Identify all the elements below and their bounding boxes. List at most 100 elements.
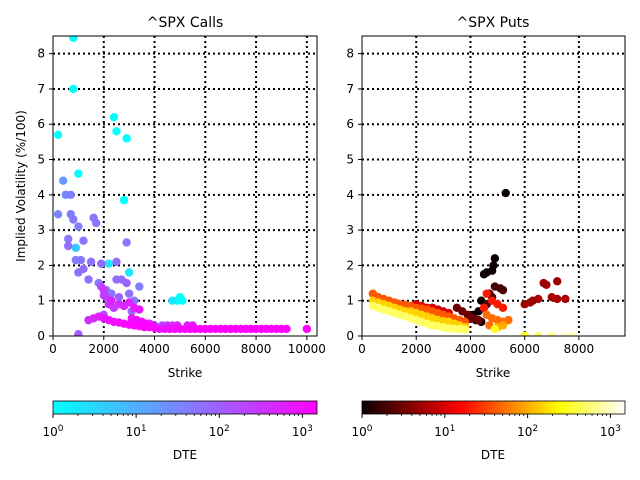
calls-point <box>53 130 63 140</box>
puts-points <box>368 188 578 336</box>
puts-point <box>547 331 556 336</box>
calls-point <box>112 257 121 267</box>
calls-point <box>99 285 108 295</box>
calls-plot-frame <box>52 35 318 337</box>
puts-xtick-label: 4000 <box>455 342 486 356</box>
calls-point <box>122 134 131 143</box>
calls-point <box>53 210 63 219</box>
calls-point <box>114 292 124 302</box>
puts-ytick-label: 6 <box>346 117 354 131</box>
calls-ytick-label: 1 <box>37 294 45 308</box>
calls-point <box>86 257 96 267</box>
calls-point <box>64 241 73 251</box>
puts-point <box>561 331 570 336</box>
puts-colorbar-ticks: 100 101 102 103 <box>351 414 621 439</box>
calls-point <box>74 222 83 231</box>
calls-ytick-label: 2 <box>37 258 45 272</box>
puts-colorbar-tick-label: 100 <box>351 424 372 439</box>
calls-colorbar-label: DTE <box>173 448 197 462</box>
calls-point <box>119 195 129 205</box>
calls-xtick-label: 2000 <box>88 342 119 356</box>
calls-point <box>124 289 134 298</box>
calls-point <box>135 305 144 314</box>
puts-ytick-label: 1 <box>346 294 354 308</box>
puts-point <box>479 303 489 312</box>
calls-point <box>91 218 101 228</box>
calls-point <box>302 324 312 334</box>
puts-point <box>534 294 543 304</box>
puts-ytick-label: 3 <box>346 223 354 237</box>
calls-point <box>168 296 177 305</box>
puts-ytick-label: 8 <box>346 47 354 61</box>
puts-point <box>479 270 489 279</box>
puts-x-label: Strike <box>476 366 511 380</box>
puts-xtick-label: 6000 <box>509 342 540 356</box>
puts-point <box>520 331 529 336</box>
puts-x-axis: 0 2000 4000 6000 8000 <box>358 336 594 356</box>
calls-point <box>124 298 134 307</box>
calls-point <box>74 169 83 178</box>
puts-ytick-label: 2 <box>346 258 354 272</box>
calls-ytick-label: 0 <box>37 329 45 343</box>
calls-ytick-label: 8 <box>37 47 45 61</box>
calls-ytick-label: 5 <box>37 153 45 167</box>
calls-point <box>74 330 83 336</box>
calls-ytick-label: 4 <box>37 188 45 202</box>
calls-point <box>178 296 187 305</box>
calls-point <box>109 112 119 122</box>
calls-ytick-label: 7 <box>37 82 45 96</box>
puts-point <box>490 324 500 334</box>
puts-colorbar: 100 101 102 103 DTE <box>351 400 626 462</box>
calls-point <box>58 176 68 185</box>
puts-point <box>460 325 470 334</box>
calls-point <box>122 238 131 247</box>
puts-xtick-label: 0 <box>358 342 366 356</box>
calls-ytick-label: 6 <box>37 117 45 131</box>
calls-y-axis: 0 1 2 3 4 5 6 7 8 <box>37 47 53 343</box>
calls-colorbar-tick-label: 102 <box>209 424 230 439</box>
puts-colorbar-gradient <box>361 400 626 415</box>
puts-point <box>553 277 562 286</box>
puts-colorbar-tick-label: 103 <box>600 424 621 439</box>
calls-point <box>135 282 144 291</box>
calls-ytick-label: 3 <box>37 223 45 237</box>
calls-point <box>69 84 78 94</box>
puts-point <box>542 280 551 290</box>
puts-ytick-label: 7 <box>346 82 354 96</box>
calls-y-label: Implied Volatility (%/100) <box>14 110 28 262</box>
puts-point <box>501 188 510 198</box>
calls-colorbar-tick-label: 101 <box>126 424 147 439</box>
puts-point <box>498 321 508 330</box>
calls-point <box>97 259 106 268</box>
calls-point <box>150 323 159 333</box>
calls-colorbar-ticks: 100 101 102 103 <box>42 414 313 439</box>
puts-point <box>498 285 508 295</box>
calls-xtick-label: 8000 <box>241 342 272 356</box>
calls-xtick-label: 4000 <box>139 342 170 356</box>
calls-grid <box>53 36 317 336</box>
calls-point <box>69 215 78 224</box>
calls-point <box>71 243 81 252</box>
puts-point <box>498 303 508 312</box>
calls-title: ^SPX Calls <box>147 15 224 31</box>
calls-colorbar: 100 101 102 103 DTE <box>42 400 318 462</box>
puts-y-axis: 0 1 2 3 4 5 6 7 8 <box>346 47 362 343</box>
puts-point <box>482 289 491 298</box>
calls-xtick-label: 10000 <box>288 342 326 356</box>
puts-xtick-label: 8000 <box>564 342 595 356</box>
calls-point <box>76 255 86 265</box>
calls-panel: ^SPX Calls 0 2000 4000 6000 8000 10000 0 1 2 3 4 5… <box>14 15 326 380</box>
calls-point <box>282 324 291 334</box>
puts-point <box>553 294 562 304</box>
puts-grid <box>362 36 625 336</box>
puts-plot-frame <box>361 35 626 337</box>
calls-xtick-label: 0 <box>49 342 57 356</box>
calls-point <box>107 296 116 305</box>
puts-point <box>504 315 513 325</box>
calls-point <box>66 190 75 200</box>
calls-colorbar-gradient <box>52 400 318 415</box>
puts-xtick-label: 2000 <box>401 342 432 356</box>
calls-point <box>84 275 93 284</box>
puts-title: ^SPX Puts <box>457 15 530 31</box>
puts-point <box>534 331 543 336</box>
